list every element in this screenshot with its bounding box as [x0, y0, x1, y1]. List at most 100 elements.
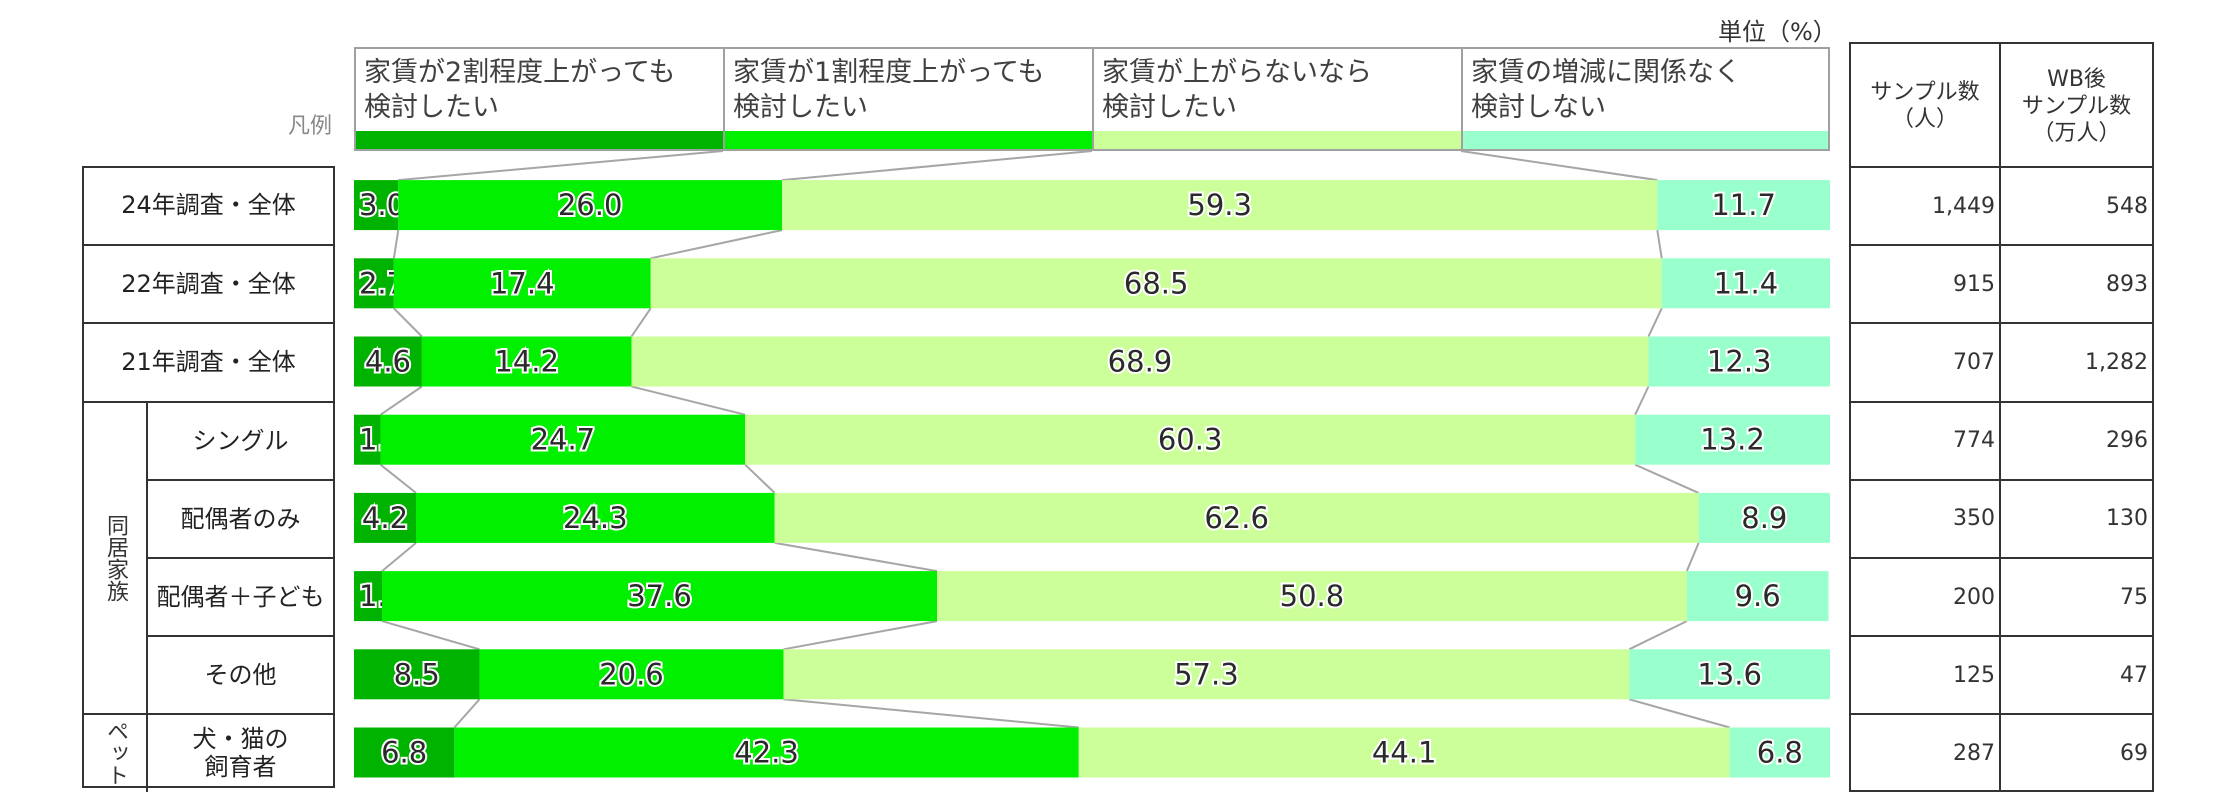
- group-label: 同居家族: [84, 400, 148, 714]
- legend-swatch-2: [725, 131, 1092, 149]
- series-connector-line: [381, 542, 417, 572]
- bar-segment: [1698, 492, 1830, 543]
- data-label: 13.2: [1700, 423, 1765, 457]
- wb-sample-n-cell: 296: [2001, 400, 2152, 479]
- series-connector-line: [631, 385, 746, 416]
- wb-sample-n-cell: 130: [2001, 478, 2152, 557]
- category-label: 21年調査・全体: [84, 322, 333, 400]
- legend-item-4-label: 家賃の増減に関係なく 検討しない: [1471, 57, 1741, 123]
- bar-segment: [354, 571, 383, 622]
- wb-sample-n-header: WB後 サンプル数 （万人）: [2021, 66, 2132, 146]
- wb-sample-n-cell: 548: [2001, 166, 2152, 244]
- data-label: 12.3: [1707, 345, 1772, 379]
- bar-segment: [398, 180, 783, 231]
- bar-segment: [1078, 727, 1730, 778]
- series-connector-line: [453, 698, 481, 729]
- legend-item-3-label: 家賃が上がらないなら 検討したい: [1102, 57, 1372, 123]
- legend-swatch-3: [1094, 131, 1461, 149]
- bar-segment: [783, 649, 1630, 700]
- data-label: 42.3: [734, 736, 799, 770]
- wb-sample-n-cell: 75: [2001, 557, 2152, 635]
- sample-n-cell: 287: [1851, 713, 2001, 792]
- series-connector-line: [650, 229, 783, 260]
- data-label: 37.6: [627, 579, 692, 613]
- unit-label: 単位（%）: [1718, 18, 1837, 46]
- series-connector-line: [783, 698, 1079, 729]
- bar-segment: [650, 258, 1662, 309]
- bar-segment: [354, 649, 480, 700]
- data-label: 13.6: [1697, 657, 1762, 691]
- series-connector-line: [1685, 542, 1700, 572]
- data-label: 24.7: [531, 423, 596, 457]
- series-connector-line: [1656, 229, 1663, 259]
- series-connector-line: [1628, 620, 1688, 651]
- series-connector-line: [744, 463, 776, 494]
- bar-segment: [1629, 649, 1830, 700]
- wb-sample-n-cell: 893: [2001, 244, 2152, 322]
- bar-segment: [1661, 258, 1830, 309]
- bar-segment: [354, 727, 455, 778]
- series-connector-line: [381, 620, 480, 651]
- legend-item-3: 家賃が上がらないなら 検討したい: [1094, 49, 1463, 149]
- data-label: 8.9: [1741, 501, 1787, 535]
- data-label: 68.9: [1108, 345, 1173, 379]
- sample-n-cell: 707: [1851, 322, 2001, 401]
- bar-segment: [354, 258, 394, 309]
- sample-n-cell: 200: [1851, 557, 2001, 636]
- bar-segment: [1648, 336, 1830, 387]
- bar-segment: [421, 336, 632, 387]
- bar-segment: [937, 571, 1687, 622]
- bar-segment: [1657, 180, 1830, 231]
- legend-item-2-label: 家賃が1割程度上がっても 検討したい: [733, 57, 1045, 123]
- data-label: 9.6: [1735, 579, 1781, 613]
- category-label: 犬・猫の 飼育者: [148, 713, 333, 791]
- data-label: 6.8: [381, 736, 427, 770]
- legend-item-2: 家賃が1割程度上がっても 検討したい: [725, 49, 1094, 149]
- data-label: 6.8: [1757, 736, 1803, 770]
- bar-segment: [382, 571, 938, 622]
- data-label: 62.6: [1204, 501, 1269, 535]
- legend-connector-line: [781, 150, 1093, 182]
- data-label: 11.4: [1714, 266, 1779, 300]
- bar-segment: [745, 414, 1636, 465]
- data-label: 8.5: [394, 657, 440, 691]
- legend-connector-line: [1460, 150, 1658, 182]
- data-label: 60.3: [1158, 423, 1223, 457]
- data-label: 24.3: [563, 501, 628, 535]
- series-connector-line: [393, 307, 423, 338]
- series-connector-line: [1634, 463, 1700, 494]
- legend-swatch-4: [1463, 131, 1828, 149]
- sample-n-cell: 350: [1851, 478, 2001, 557]
- legend-item-4: 家賃の増減に関係なく 検討しない: [1463, 49, 1828, 149]
- legend-swatch-1: [356, 131, 723, 149]
- data-label: 50.8: [1280, 579, 1345, 613]
- bar-segment: [1729, 727, 1830, 778]
- bar-segment: [774, 492, 1699, 543]
- bar-segment: [415, 492, 775, 543]
- sample-n-cell: 774: [1851, 400, 2001, 479]
- category-table: 同居家族 ペット 24年調査・全体 22年調査・全体 21年調査・全体 シングル 配偶者のみ…: [82, 166, 335, 792]
- bar-segment: [479, 649, 784, 700]
- series-connector-line: [380, 385, 423, 416]
- data-label: 4.2: [362, 501, 408, 535]
- bar-segment: [354, 180, 399, 231]
- data-label: 59.3: [1187, 188, 1252, 222]
- legend-item-1-label: 家賃が2割程度上がっても 検討したい: [364, 57, 676, 123]
- sample-n-cell: 125: [1851, 635, 2001, 714]
- bar-segment: [454, 727, 1079, 778]
- legend-title: 凡例: [288, 114, 333, 139]
- bar-segment: [354, 336, 422, 387]
- bar-segment: [1686, 571, 1829, 622]
- wb-sample-n-cell: 69: [2001, 713, 2152, 791]
- data-label: 3.0: [359, 188, 405, 222]
- data-label: 20.6: [599, 657, 664, 691]
- category-label: その他: [148, 635, 333, 713]
- series-connector-line: [1634, 386, 1650, 416]
- wb-sample-n-cell: 47: [2001, 635, 2152, 713]
- bar-segment: [354, 492, 416, 543]
- category-label: 24年調査・全体: [121, 191, 296, 220]
- sample-size-table: サンプル数 （人） WB後 サンプル数 （万人） 1,449 548 915 893 7…: [1849, 42, 2154, 792]
- legend: 家賃が2割程度上がっても 検討したい 家賃が1割程度上がっても 検討したい 家賃…: [354, 47, 1830, 151]
- data-label: 44.1: [1372, 736, 1437, 770]
- category-label: 配偶者＋子ども: [148, 557, 333, 635]
